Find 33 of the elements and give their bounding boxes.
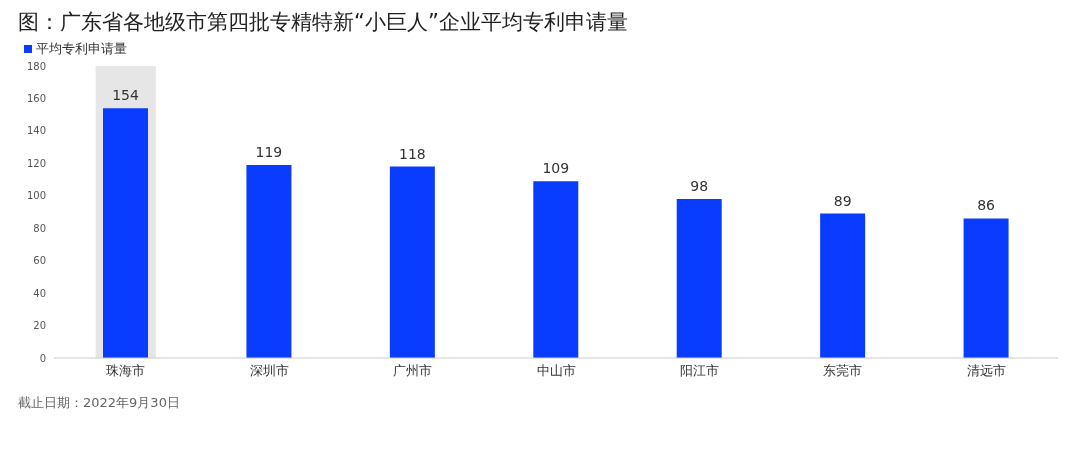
y-tick-label: 160 <box>26 92 46 104</box>
y-tick-label: 20 <box>33 320 46 332</box>
data-label: 86 <box>977 197 996 214</box>
y-tick-label: 60 <box>33 255 46 267</box>
text: 截止日期：2022年9月30日 <box>18 394 181 412</box>
bar <box>820 213 866 358</box>
y-tick-label: 180 <box>26 60 46 72</box>
data-label: 118 <box>398 145 426 162</box>
x-tick-label: 东莞市 <box>823 363 863 379</box>
bar <box>246 164 292 358</box>
x-tick-label: 广州市 <box>393 363 433 379</box>
data-label: 98 <box>690 178 709 195</box>
data-label: 89 <box>833 192 852 209</box>
bar <box>389 166 435 358</box>
y-tick-label: 120 <box>26 157 46 169</box>
x-tick-label: 珠海市 <box>106 363 146 379</box>
y-tick-label: 40 <box>33 287 46 299</box>
data-label: 154 <box>112 87 139 104</box>
x-tick-label: 中山市 <box>536 363 576 379</box>
bar <box>676 199 722 358</box>
x-tick-label: 阳江市 <box>679 363 719 379</box>
y-tick-label: 80 <box>33 222 46 234</box>
y-tick-label: 0 <box>39 352 46 364</box>
chart-title: 图：广东省各地级市第四批专精特新“小巨人”企业平均专利申请量 <box>18 9 629 36</box>
bar <box>533 181 579 358</box>
bar <box>963 218 1009 358</box>
x-tick-label: 深圳市 <box>249 363 289 379</box>
data-label: 119 <box>255 143 283 160</box>
legend-label: 平均专利申请量 <box>35 40 127 58</box>
x-tick-label: 清远市 <box>966 363 1006 379</box>
y-tick-label: 100 <box>26 190 46 202</box>
y-tick-label: 140 <box>26 125 46 137</box>
data-label: 109 <box>542 160 570 177</box>
